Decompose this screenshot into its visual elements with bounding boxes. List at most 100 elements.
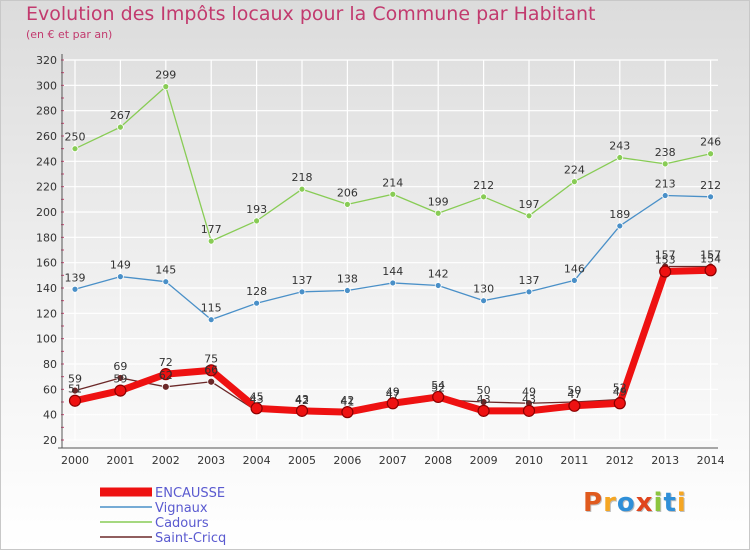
point-saint-cricq-2001 <box>116 374 125 382</box>
legend-label-encausse: ENCAUSSE <box>155 486 225 501</box>
x-tick-label-2012: 2012 <box>606 454 634 467</box>
logo-letter: o <box>616 488 636 518</box>
point-encausse-2008 <box>432 390 445 404</box>
point-cadours-2008 <box>434 209 442 217</box>
point-vignaux-2010 <box>525 288 533 296</box>
data-label-encausse-2008: 54 <box>431 379 445 392</box>
data-label-cadours-2004: 193 <box>246 203 267 216</box>
data-label-saint-cricq-2014: 157 <box>700 248 721 261</box>
y-tick-label-20: 20 <box>43 434 57 447</box>
x-tick-label-2009: 2009 <box>470 454 498 467</box>
point-encausse-2002 <box>159 368 172 381</box>
point-vignaux-2006 <box>343 287 351 294</box>
data-label-vignaux-2005: 137 <box>292 274 313 287</box>
y-tick-label-320: 320 <box>36 54 57 67</box>
point-encausse-2013 <box>659 265 672 278</box>
logo-letter: x <box>635 488 654 518</box>
data-label-encausse-2001: 59 <box>113 373 127 386</box>
data-label-cadours-2007: 214 <box>382 176 403 189</box>
y-tick-label-280: 280 <box>36 105 57 118</box>
point-encausse-2000 <box>68 394 82 407</box>
data-label-saint-cricq-2007: 47 <box>386 388 400 401</box>
data-label-vignaux-2002: 145 <box>155 264 176 277</box>
data-label-encausse-2013: 153 <box>655 254 676 267</box>
data-label-saint-cricq-2003: 66 <box>204 364 218 377</box>
point-vignaux-2003 <box>207 316 215 324</box>
point-cadours-2006 <box>343 200 351 208</box>
logo-letter: i <box>653 488 664 518</box>
data-label-vignaux-2003: 115 <box>201 302 222 315</box>
data-label-vignaux-2010: 137 <box>519 274 540 287</box>
data-label-vignaux-2000: 139 <box>65 271 86 284</box>
data-label-saint-cricq-2006: 41 <box>340 395 354 408</box>
data-label-saint-cricq-2013: 157 <box>655 248 676 261</box>
point-encausse-2014 <box>704 264 717 277</box>
point-cadours-2005 <box>298 185 306 193</box>
point-encausse-2011 <box>568 399 581 412</box>
point-vignaux-2000 <box>71 285 79 293</box>
y-tick-label-180: 180 <box>36 231 57 244</box>
data-label-vignaux-2013: 213 <box>655 178 676 191</box>
data-label-saint-cricq-2001: 69 <box>113 360 127 373</box>
x-tick-label-2002: 2002 <box>152 454 180 467</box>
point-encausse-2010 <box>522 404 536 417</box>
data-label-encausse-2005: 43 <box>295 393 309 406</box>
point-vignaux-2002 <box>162 278 170 286</box>
data-label-encausse-2010: 43 <box>522 393 536 406</box>
point-cadours-2001 <box>117 123 124 131</box>
data-label-saint-cricq-2000: 59 <box>68 373 82 386</box>
point-encausse-2005 <box>295 404 309 417</box>
data-label-encausse-2009: 43 <box>477 393 491 406</box>
data-label-cadours-2010: 197 <box>519 198 540 211</box>
data-label-encausse-2007: 49 <box>386 385 400 398</box>
x-tick-label-2004: 2004 <box>243 454 271 467</box>
data-label-cadours-2003: 177 <box>201 223 222 236</box>
point-encausse-2003 <box>205 364 218 377</box>
y-tick-label-60: 60 <box>43 383 57 396</box>
data-label-encausse-2014: 154 <box>700 252 721 265</box>
y-tick-label-200: 200 <box>36 206 57 219</box>
data-label-vignaux-2004: 128 <box>246 285 267 298</box>
x-tick-label-2011: 2011 <box>560 454 588 467</box>
point-vignaux-2009 <box>480 297 488 305</box>
y-tick-label-240: 240 <box>36 155 57 168</box>
y-tick-label-40: 40 <box>43 409 57 422</box>
y-tick-label-120: 120 <box>36 307 57 320</box>
data-label-encausse-2003: 75 <box>204 352 218 365</box>
point-encausse-2001 <box>114 384 127 397</box>
data-label-cadours-2009: 212 <box>473 179 494 192</box>
point-vignaux-2001 <box>117 273 124 281</box>
logo-letter: P <box>583 488 604 518</box>
y-tick-label-80: 80 <box>43 358 57 371</box>
data-label-vignaux-2011: 146 <box>564 262 585 275</box>
legend-label-vignaux: Vignaux <box>155 501 208 516</box>
data-label-cadours-2013: 238 <box>655 146 676 159</box>
logo-letter: t <box>663 488 677 518</box>
data-label-cadours-2000: 250 <box>65 131 86 144</box>
data-label-saint-cricq-2012: 52 <box>613 381 627 394</box>
grid-layer <box>62 59 718 441</box>
x-tick-label-2005: 2005 <box>288 454 316 467</box>
point-vignaux-2005 <box>298 288 306 296</box>
chart-subtitle: (en € et par an) <box>26 28 113 41</box>
data-label-encausse-2006: 42 <box>340 394 354 407</box>
point-cadours-2003 <box>207 237 215 245</box>
x-tick-label-2001: 2001 <box>106 454 134 467</box>
data-label-cadours-2014: 246 <box>700 136 721 149</box>
data-label-cadours-2012: 243 <box>609 140 630 153</box>
point-cadours-2011 <box>571 178 578 186</box>
data-label-saint-cricq-2005: 42 <box>295 394 309 407</box>
point-vignaux-2004 <box>253 299 261 307</box>
data-label-cadours-2011: 224 <box>564 164 585 177</box>
logo-letter: r <box>603 488 617 518</box>
chart-title: Evolution des Impôts locaux pour la Comm… <box>26 3 596 25</box>
point-vignaux-2014 <box>707 193 714 201</box>
data-label-layer: 250 267 299 177 193 218 206 214 199 212 197 224 243 2… <box>65 69 722 409</box>
data-label-vignaux-2001: 149 <box>110 259 131 272</box>
y-tick-label-300: 300 <box>36 79 57 92</box>
point-vignaux-2007 <box>389 279 397 287</box>
data-label-encausse-2002: 72 <box>159 356 173 369</box>
x-tick-label-2007: 2007 <box>379 454 407 467</box>
